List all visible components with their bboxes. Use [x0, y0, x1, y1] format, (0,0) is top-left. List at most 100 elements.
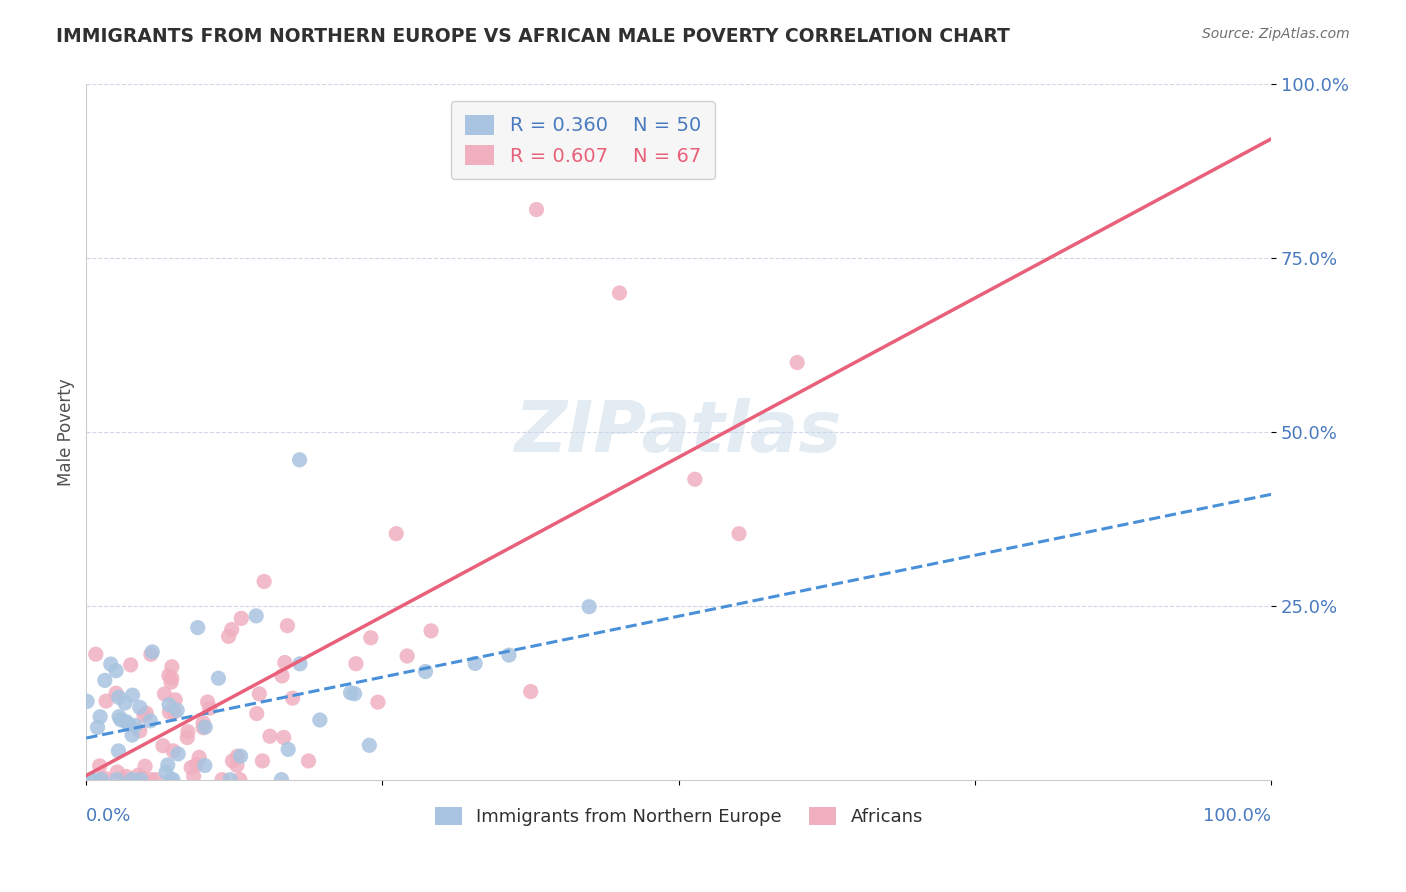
Point — [288, 453, 311, 467]
Point — [526, 202, 548, 217]
Point — [94, 673, 117, 688]
Point — [139, 714, 162, 728]
Point — [128, 700, 150, 714]
Point — [194, 720, 217, 734]
Point — [288, 657, 311, 671]
Point — [105, 686, 128, 700]
Point — [90, 772, 112, 787]
Point — [105, 772, 128, 787]
Point — [464, 657, 486, 671]
Point — [247, 687, 270, 701]
Point — [360, 631, 382, 645]
Point — [114, 696, 136, 710]
Legend: Immigrants from Northern Europe, Africans: Immigrants from Northern Europe, African… — [427, 799, 929, 833]
Point — [186, 757, 208, 772]
Point — [160, 671, 183, 685]
Point — [89, 710, 111, 724]
Point — [271, 669, 294, 683]
Point — [197, 695, 219, 709]
Point — [229, 772, 252, 787]
Point — [187, 621, 209, 635]
Point — [359, 739, 381, 753]
Text: IMMIGRANTS FROM NORTHERN EUROPE VS AFRICAN MALE POVERTY CORRELATION CHART: IMMIGRANTS FROM NORTHERN EUROPE VS AFRIC… — [56, 27, 1010, 45]
Point — [110, 713, 132, 727]
Point — [167, 747, 190, 761]
Point — [198, 701, 221, 715]
Point — [297, 754, 319, 768]
Point — [86, 720, 108, 734]
Point — [578, 599, 600, 614]
Point — [160, 660, 183, 674]
Point — [367, 695, 389, 709]
Text: 100.0%: 100.0% — [1204, 807, 1271, 825]
Point — [105, 764, 128, 779]
Point — [207, 671, 229, 685]
Point — [231, 611, 253, 625]
Point — [162, 744, 184, 758]
Point — [226, 749, 249, 764]
Point — [274, 656, 297, 670]
Point — [396, 648, 419, 663]
Point — [339, 686, 361, 700]
Point — [90, 772, 112, 787]
Point — [115, 714, 138, 729]
Point — [89, 759, 111, 773]
Point — [163, 705, 186, 719]
Point — [124, 719, 146, 733]
Point — [211, 772, 233, 787]
Point — [145, 772, 167, 787]
Point — [420, 624, 443, 638]
Point — [245, 608, 267, 623]
Point — [183, 769, 205, 783]
Point — [141, 645, 163, 659]
Point — [281, 691, 304, 706]
Point — [115, 772, 138, 787]
Point — [219, 772, 242, 787]
Point — [139, 648, 162, 662]
Point — [308, 713, 330, 727]
Point — [276, 618, 298, 632]
Point — [115, 769, 138, 783]
Point — [160, 675, 183, 690]
Point — [519, 684, 541, 698]
Point — [259, 729, 281, 743]
Point — [176, 731, 198, 745]
Text: Source: ZipAtlas.com: Source: ZipAtlas.com — [1202, 27, 1350, 41]
Point — [270, 772, 292, 787]
Point — [156, 757, 179, 772]
Point — [385, 526, 408, 541]
Point — [221, 754, 243, 768]
Point — [165, 693, 187, 707]
Point — [193, 721, 215, 735]
Point — [127, 768, 149, 782]
Point — [107, 690, 129, 705]
Point — [246, 706, 269, 721]
Point — [157, 705, 180, 719]
Point — [180, 761, 202, 775]
Point — [135, 706, 157, 721]
Point — [152, 739, 174, 753]
Point — [157, 668, 180, 682]
Point — [100, 657, 122, 671]
Point — [128, 723, 150, 738]
Point — [226, 758, 249, 772]
Point — [155, 765, 177, 780]
Point — [131, 771, 153, 785]
Point — [728, 526, 751, 541]
Point — [108, 709, 131, 723]
Point — [273, 731, 295, 745]
Point — [105, 664, 128, 678]
Point — [76, 694, 98, 708]
Point — [343, 687, 366, 701]
Point — [177, 724, 200, 739]
Point — [218, 629, 240, 643]
Point — [157, 698, 180, 712]
Point — [194, 758, 217, 772]
Point — [221, 623, 243, 637]
Point — [229, 749, 252, 764]
Point — [80, 772, 103, 787]
Point — [498, 648, 520, 662]
Text: 0.0%: 0.0% — [86, 807, 132, 825]
Point — [120, 657, 142, 672]
Point — [344, 657, 367, 671]
